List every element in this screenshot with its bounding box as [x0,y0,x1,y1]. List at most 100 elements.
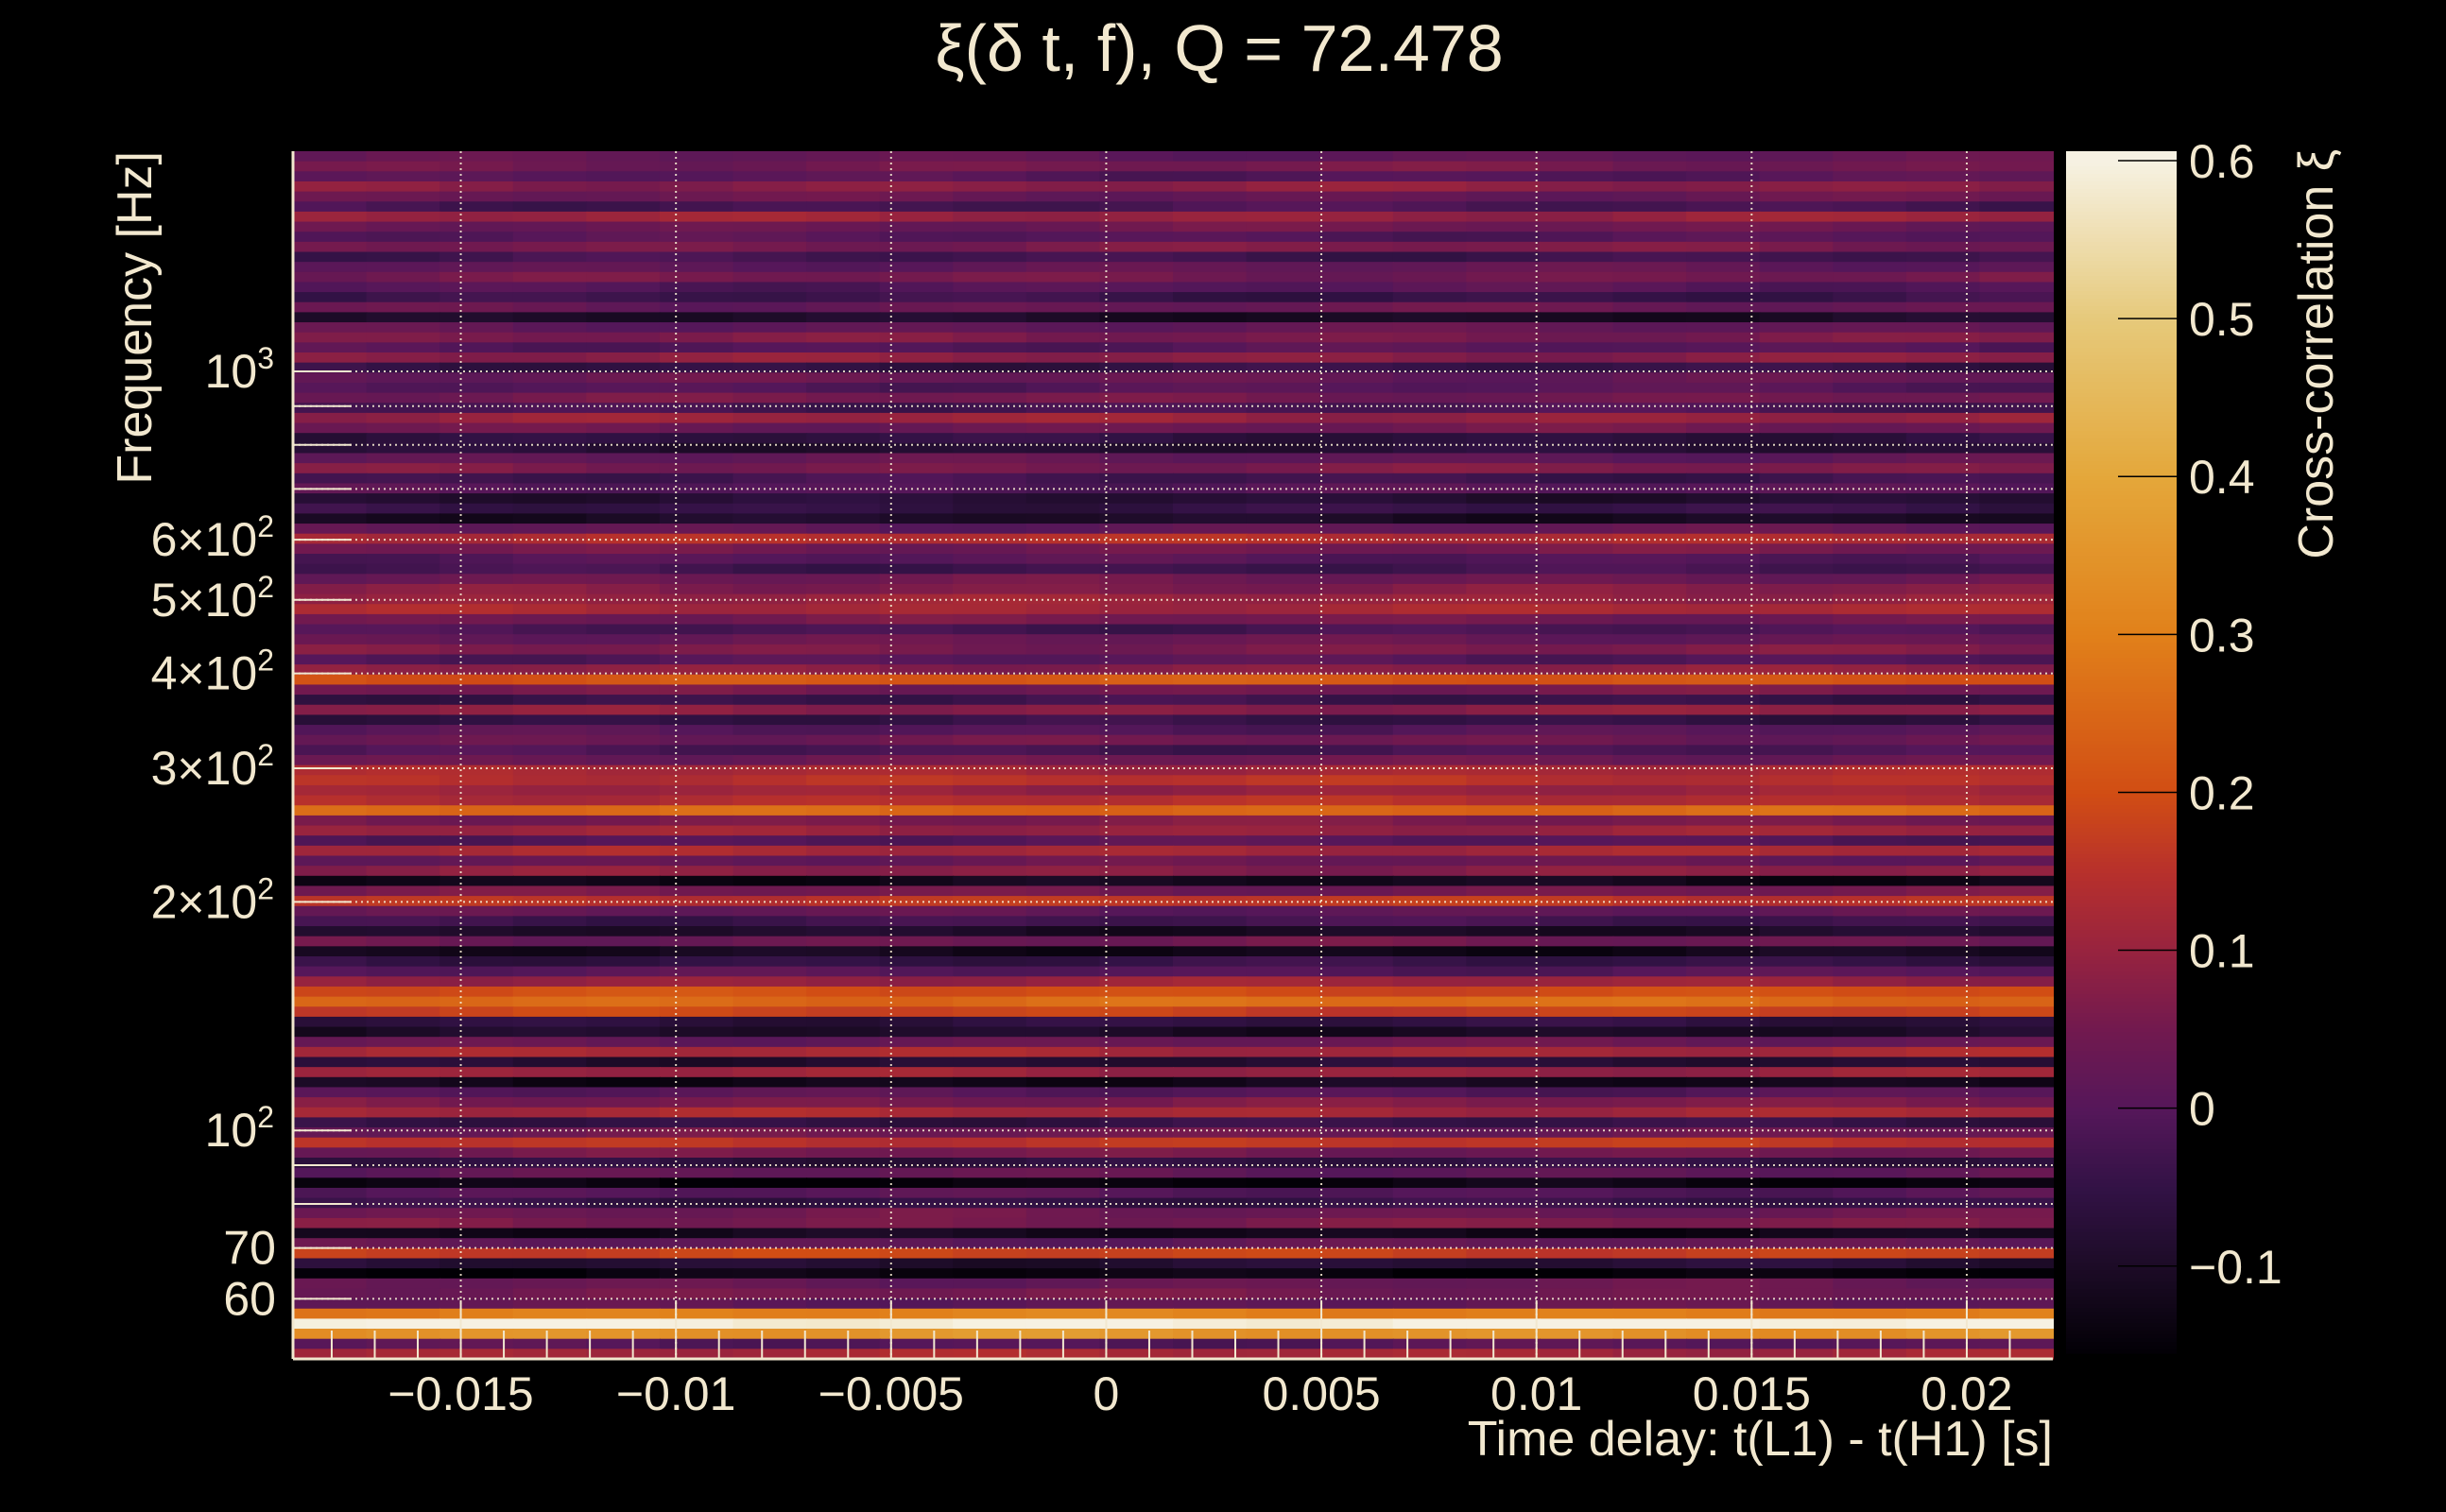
heatmap-cell [1539,1127,1614,1139]
heatmap-cell [1905,352,1981,364]
heatmap-cell [1979,352,2054,364]
heatmap-cell [512,1258,588,1269]
heatmap-cell [293,503,368,514]
heatmap-cell [953,1067,1027,1078]
heatmap-cell [1833,312,1907,323]
heatmap-cell [586,583,661,595]
heatmap-cell [1025,221,1101,232]
heatmap-cell [879,362,955,373]
heatmap-cell [659,241,734,253]
colorbar-swatch [2066,1096,2177,1101]
heatmap-cell [1905,524,1981,535]
heatmap-cell [806,966,881,977]
heatmap-cell [806,1067,881,1078]
heatmap-cell [1466,755,1541,766]
heatmap-cell [1612,372,1688,384]
heatmap-cell [1319,1087,1394,1098]
heatmap-cell [1246,855,1321,867]
heatmap-cell [512,956,588,968]
heatmap-cell [1025,392,1101,404]
heatmap-cell [586,1097,661,1108]
heatmap-cell [1979,232,2054,243]
heatmap-cell [586,866,661,877]
colorbar-swatch [2066,1100,2177,1105]
colorbar-swatch [2066,813,2177,817]
heatmap-cell [1246,714,1321,726]
heatmap-cell [1612,563,1688,575]
heatmap-cell [1025,1308,1101,1319]
heatmap-cell [512,695,588,706]
heatmap-cell [806,1278,881,1290]
heatmap-cell [1246,634,1321,645]
heatmap-cell [1173,1177,1248,1189]
colorbar-swatch [2066,450,2177,455]
heatmap-cell [1759,1228,1834,1239]
heatmap-cell [512,554,588,565]
heatmap-cell [586,684,661,696]
colorbar-swatch [2066,155,2177,160]
heatmap-cell [1612,1167,1688,1178]
colorbar-swatch [2066,1043,2177,1048]
heatmap-cell [732,463,808,474]
heatmap-cell [586,855,661,867]
heatmap-cell [1025,1187,1101,1199]
colorbar-swatch [2066,514,2177,519]
heatmap-cell [1246,1228,1321,1239]
heatmap-cell [1319,472,1394,485]
heatmap-cell [1686,1117,1761,1128]
heatmap-cell [293,885,368,897]
heatmap-cell [1025,442,1101,455]
colorbar-swatch [2066,866,2177,870]
heatmap-cell [586,221,661,232]
heatmap-cell [1246,1338,1321,1349]
heatmap-cell [1979,1217,2054,1229]
heatmap-cell [1905,624,1981,635]
colorbar-swatch [2066,344,2177,349]
heatmap-cell [1173,1187,1248,1199]
heatmap-cell [1319,221,1394,232]
heatmap-cell [732,855,808,867]
heatmap-cell [439,1117,514,1128]
heatmap-cell [879,1338,955,1349]
heatmap-cell [1173,644,1248,656]
heatmap-cell [512,644,588,656]
heatmap-cell [1319,946,1394,957]
heatmap-cell [293,1087,368,1098]
heatmap-cell [953,161,1027,172]
heatmap-cell [1319,1238,1394,1249]
heatmap-cell [1612,412,1688,424]
heatmap-cell [806,493,881,505]
heatmap-cell [1392,1107,1468,1118]
heatmap-cell [879,191,955,202]
heatmap-cell [1025,734,1101,746]
colorbar-swatch [2066,1108,2177,1112]
heatmap-cell [586,1067,661,1078]
heatmap-cell [293,976,368,988]
heatmap-cell [1025,483,1101,494]
heatmap-cell [1539,654,1614,665]
heatmap-cell [1539,684,1614,696]
heatmap-cell [659,1117,734,1128]
heatmap-cell [1612,1349,1688,1360]
heatmap-cell [366,755,441,766]
heatmap-cell [1099,755,1174,766]
heatmap-cell [1686,1247,1761,1260]
heatmap-cell [586,241,661,253]
heatmap-cell [1319,1137,1394,1148]
heatmap-cell [1539,725,1614,736]
colorbar-swatch [2066,454,2177,458]
heatmap-cell [1539,442,1614,455]
heatmap-cell [439,282,514,293]
heatmap-cell [1025,1197,1101,1209]
heatmap-cell [1025,1208,1101,1219]
heatmap-cell [1025,714,1101,726]
heatmap-cell [1833,604,1907,615]
heatmap-cell [1025,503,1101,514]
heatmap-cell [1392,453,1468,464]
heatmap-cell [1246,201,1321,213]
heatmap-cell [1099,232,1174,243]
heatmap-cell [1539,1067,1614,1078]
heatmap-cell [1466,845,1541,857]
heatmap-cell [1833,332,1907,343]
heatmap-cell [879,1308,955,1319]
